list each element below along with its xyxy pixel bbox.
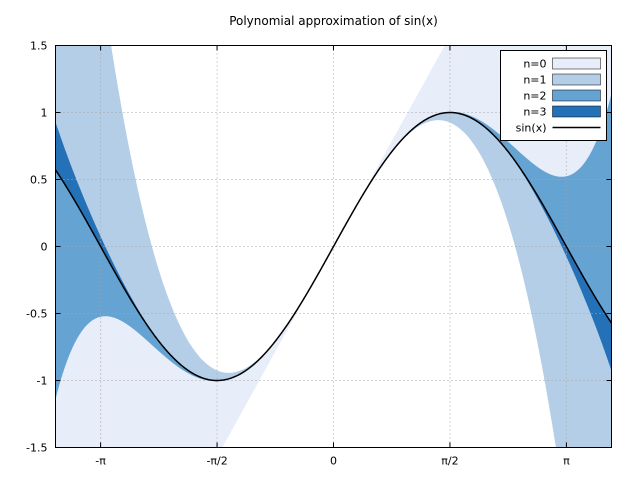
y-tick-label: -0.5 (26, 308, 47, 321)
legend-label: n=3 (523, 106, 546, 119)
legend-label: sin(x) (516, 122, 547, 135)
sin-line (55, 111, 612, 382)
legend-item-sin(x): sin(x) (516, 122, 601, 135)
legend-item-n=2: n=2 (523, 89, 601, 103)
chart-title: Polynomial approximation of sin(x) (229, 14, 438, 28)
legend-swatch (552, 73, 601, 86)
legend-label: n=1 (523, 74, 546, 87)
legend-swatch (552, 57, 601, 70)
legend-label: n=2 (523, 90, 546, 103)
legend-item-n=1: n=1 (523, 73, 601, 87)
legend-item-n=0: n=0 (523, 57, 601, 71)
tick-marks (55, 45, 612, 448)
y-tick-label: 1.5 (30, 40, 48, 53)
y-tick-label: 0 (41, 241, 48, 254)
band-n=1 (55, 45, 612, 448)
legend-swatch (552, 105, 601, 118)
x-tick-label: -π (95, 455, 106, 468)
legend-swatch (552, 89, 601, 102)
legend: n=0 n=1 n=2 n=3 sin(x) (500, 50, 607, 141)
y-tick-label: 0.5 (30, 174, 48, 187)
y-tick-label: -1.5 (26, 442, 47, 455)
legend-item-n=3: n=3 (523, 105, 601, 119)
legend-label: n=0 (523, 58, 546, 71)
tick-labels: -π -π/2 0 π/2 π -1.5 -1 -0.5 0 0.5 1 1.5 (26, 40, 570, 468)
x-tick-label: π/2 (441, 455, 458, 468)
y-tick-label: -1 (37, 375, 48, 388)
y-tick-label: 1 (41, 107, 48, 120)
x-tick-label: π (563, 455, 570, 468)
x-tick-label: -π/2 (206, 455, 227, 468)
x-tick-label: 0 (330, 455, 337, 468)
